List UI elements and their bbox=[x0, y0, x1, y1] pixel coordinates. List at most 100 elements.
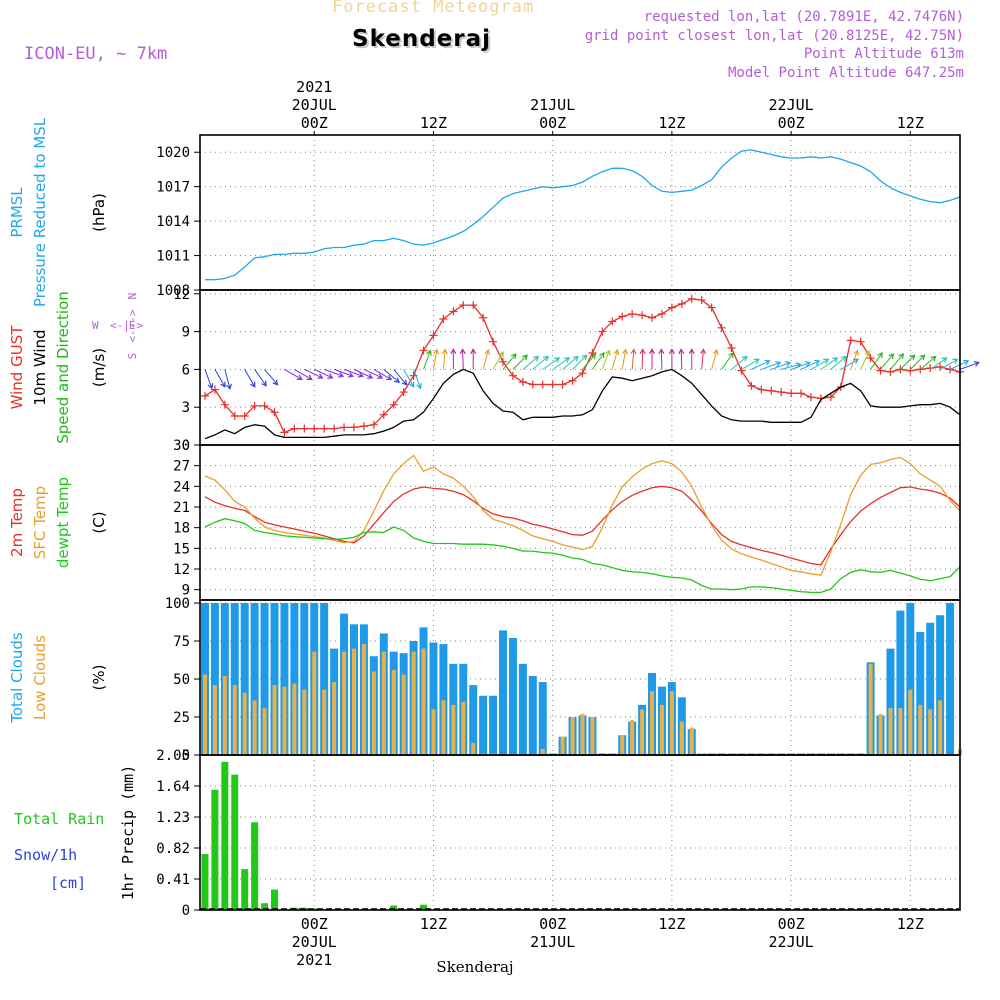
wind-direction-arrow bbox=[641, 349, 644, 370]
wind-arrow-head bbox=[317, 373, 324, 379]
wind-arrow-head bbox=[764, 359, 771, 366]
wind-compass: E W <-|-> N S <---> bbox=[92, 293, 143, 360]
wind-direction-arrow bbox=[810, 358, 829, 370]
low-cloud-bar bbox=[342, 651, 347, 755]
rain-bar bbox=[241, 869, 249, 910]
y-tick-label: 15 bbox=[173, 541, 190, 557]
wind-direction-arrow bbox=[562, 356, 579, 370]
model-label: ICON-EU, ~ 7km bbox=[24, 44, 168, 64]
wind-direction-arrow bbox=[343, 368, 364, 377]
gust-marker bbox=[518, 377, 527, 386]
total-cloud-bar bbox=[469, 685, 478, 755]
low-cloud-bar bbox=[391, 669, 396, 755]
gust-marker bbox=[220, 400, 229, 409]
y-tick-label: 2.05 bbox=[156, 748, 190, 764]
wind-direction-arrow bbox=[582, 353, 596, 370]
gust-marker bbox=[687, 294, 696, 303]
wind-arrow-head bbox=[572, 355, 579, 362]
wind-arrow-head bbox=[814, 359, 821, 366]
wind-arrow-head bbox=[700, 348, 707, 355]
wind-direction-arrow bbox=[929, 357, 947, 370]
low-cloud-bar bbox=[431, 709, 436, 755]
total-cloud-bar bbox=[926, 622, 935, 755]
low-cloud-bar bbox=[630, 720, 635, 755]
wind-direction-arrow bbox=[432, 349, 438, 370]
bottom-time-label: 12Z bbox=[658, 915, 685, 933]
low-cloud-bar bbox=[938, 700, 943, 755]
wind-arrow-head bbox=[347, 372, 355, 378]
wind-arrow-head bbox=[712, 348, 719, 356]
panel-frame bbox=[199, 754, 961, 911]
wind-direction-arrow bbox=[939, 358, 958, 370]
gust-marker bbox=[449, 307, 458, 316]
low-cloud-bar bbox=[202, 674, 207, 755]
wind-direction-arrow bbox=[244, 369, 256, 387]
low-cloud-bar bbox=[461, 701, 466, 755]
wind-arrow-head bbox=[832, 357, 839, 363]
y-tick-label: 0 bbox=[182, 748, 190, 764]
y-tick-label: 75 bbox=[173, 634, 190, 650]
gust-marker bbox=[608, 317, 617, 326]
gust-marker bbox=[578, 369, 587, 378]
wind-direction-arrow bbox=[850, 350, 859, 370]
wind-direction-arrow bbox=[304, 368, 323, 379]
wind-direction-arrow bbox=[284, 368, 303, 380]
total-cloud-bar bbox=[528, 675, 537, 755]
low-cloud-bar bbox=[232, 685, 237, 755]
wind-arrow-head bbox=[327, 373, 334, 379]
gust-marker bbox=[826, 393, 835, 402]
panel-clouds: 0 25 50 75 100 Total Clouds Low Clouds (%) bbox=[8, 596, 962, 764]
wind-direction-arrow bbox=[572, 354, 588, 370]
wind-arrow-head bbox=[753, 358, 760, 365]
low-cloud-bar bbox=[371, 671, 376, 755]
side-label: Speed and Direction bbox=[54, 291, 72, 444]
total-cloud-bar bbox=[886, 648, 895, 755]
wind-arrow-head bbox=[604, 349, 611, 356]
model-point-altitude: Model Point Altitude 647.25m bbox=[727, 65, 964, 81]
low-cloud-bar bbox=[212, 685, 217, 755]
bottom-time-label: 12Z bbox=[420, 915, 447, 933]
gust-marker bbox=[777, 388, 786, 397]
bottom-time-label: 12Z bbox=[897, 915, 924, 933]
gust-marker bbox=[667, 303, 676, 312]
top-time-label: 00Z bbox=[301, 114, 328, 132]
total-cloud-bar bbox=[280, 603, 289, 755]
unit-label: 1hr Precip (mm) bbox=[119, 765, 137, 900]
wind-direction-arrow bbox=[860, 351, 870, 370]
gust-marker bbox=[389, 400, 398, 409]
wind-direction-arrow bbox=[373, 368, 392, 380]
wind-direction-arrow bbox=[383, 369, 400, 383]
compass-ew-arrow: <-|-> bbox=[110, 319, 143, 332]
wind-arrow-head bbox=[433, 348, 440, 355]
top-time-label: 22JUL bbox=[769, 96, 814, 114]
total-cloud-bar bbox=[230, 603, 239, 755]
wind-arrow-head bbox=[296, 374, 303, 380]
gust-marker bbox=[210, 385, 219, 394]
wind-direction-arrow bbox=[820, 357, 838, 370]
side-label: dewpt Temp bbox=[54, 477, 72, 568]
gust-marker bbox=[290, 424, 299, 433]
gust-marker bbox=[846, 336, 855, 345]
wind-direction-arrow bbox=[403, 369, 415, 387]
wind-arrow-head bbox=[668, 348, 675, 355]
gust-marker bbox=[767, 386, 776, 395]
low-cloud-bar bbox=[669, 691, 674, 755]
wind-direction-arrow bbox=[701, 349, 704, 370]
low-cloud-bar bbox=[580, 713, 585, 755]
wind-direction-arrow bbox=[224, 369, 231, 389]
wind-direction-arrow bbox=[790, 362, 811, 370]
total-cloud-bar bbox=[240, 603, 249, 755]
wind-arrow-head bbox=[622, 348, 628, 355]
y-tick-label: 24 bbox=[173, 479, 190, 495]
total-cloud-bar bbox=[906, 603, 915, 755]
gust-marker bbox=[558, 380, 567, 389]
low-cloud-bar bbox=[252, 700, 257, 755]
wind-arrow-head bbox=[963, 359, 970, 366]
wind-direction-arrow bbox=[731, 356, 748, 370]
wind-direction-arrow bbox=[592, 352, 605, 370]
top-time-label: 12Z bbox=[897, 114, 924, 132]
wind-direction-arrow bbox=[751, 360, 770, 370]
rain-bar bbox=[211, 789, 219, 910]
compass-w: W bbox=[92, 319, 99, 332]
low-cloud-bar bbox=[351, 648, 356, 755]
